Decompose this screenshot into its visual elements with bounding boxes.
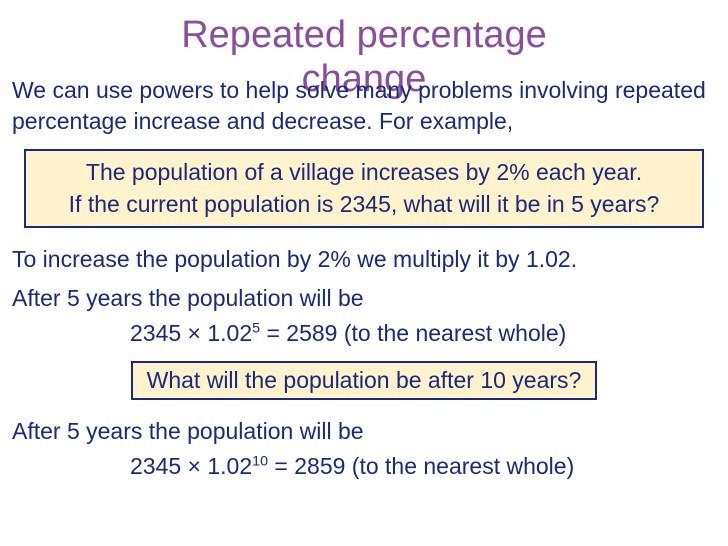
calc2-base: 2345 × 1.02	[130, 453, 252, 479]
after-5-years-label-2: After 5 years the population will be	[0, 416, 728, 447]
question-box-2: What will the population be after 10 yea…	[131, 361, 598, 400]
example-box-1: The population of a village increases by…	[24, 149, 704, 227]
box1-line2: If the current population is 2345, what …	[36, 189, 692, 220]
calc2-eq: =	[268, 453, 294, 479]
after-5-years-label: After 5 years the population will be	[0, 283, 728, 314]
intro-text: We can use powers to help solve many pro…	[0, 75, 728, 137]
calc2-result: 2859 (to the nearest whole)	[294, 453, 574, 479]
calculation-2: 2345 × 1.0210 = 2859 (to the nearest who…	[130, 453, 728, 480]
explanation-1: To increase the population by 2% we mult…	[0, 244, 728, 275]
calculation-1: 2345 × 1.025 = 2589 (to the nearest whol…	[130, 320, 728, 347]
calc1-result: = 2589 (to the nearest whole)	[260, 320, 566, 346]
calc1-exponent: 5	[252, 320, 260, 336]
calc2-exponent: 10	[252, 453, 268, 469]
title-line-1: Repeated percentage	[181, 14, 547, 56]
box1-line1: The population of a village increases by…	[36, 157, 692, 188]
calc1-base: 2345 × 1.02	[130, 320, 252, 346]
